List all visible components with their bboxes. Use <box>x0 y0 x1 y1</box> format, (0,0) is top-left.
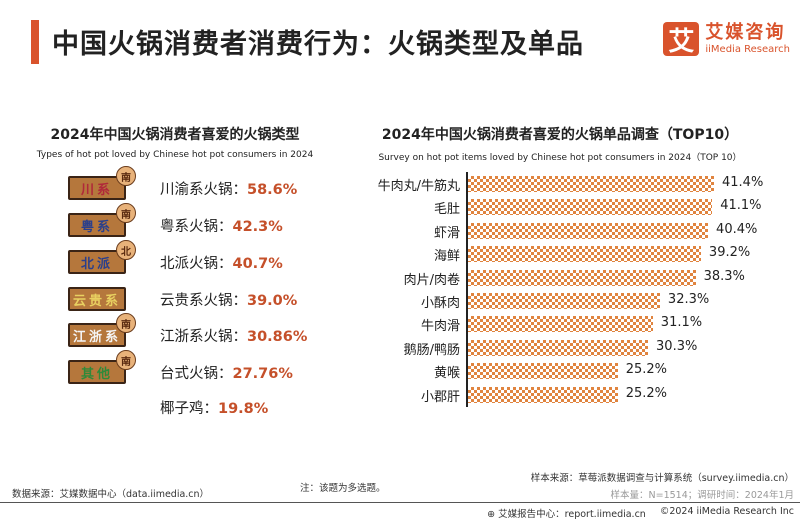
type-value: 40.7% <box>232 255 283 272</box>
bar <box>468 246 701 263</box>
report-link[interactable]: 艾媒报告中心：report.iimedia.cn <box>498 509 646 520</box>
type-item: 北派北北派火锅：40.7% <box>68 240 283 277</box>
sign-text: 川系 <box>80 182 113 198</box>
bar-value-label: 41.1% <box>720 198 762 214</box>
bar-value-label: 31.1% <box>660 315 703 331</box>
footer-divider <box>0 502 800 503</box>
region-badge: 北 <box>116 240 136 260</box>
sample-info: 样本量：N=1514；调研时间：2024年1月 <box>610 490 794 501</box>
sign-text: 粤系 <box>80 219 113 235</box>
bar-label: 鹅肠/鸭肠 <box>403 342 460 358</box>
bar-value-label: 38.3% <box>703 268 745 284</box>
sign-image: 北派北 <box>68 240 136 274</box>
bar-value-label: 39.2% <box>708 245 751 261</box>
type-item: 其他南台式火锅：27.76% <box>68 350 293 387</box>
bar-value-label: 30.3% <box>656 338 698 354</box>
data-source: 数据来源：艾媒数据中心（data.iimedia.cn） <box>12 489 210 500</box>
bar-value-label: 40.4% <box>716 221 758 237</box>
region-badge: 南 <box>116 313 136 333</box>
sample-source: 样本来源：草莓派数据调查与计算系统（survey.iimedia.cn） <box>530 473 794 484</box>
type-value: 27.76% <box>232 365 293 382</box>
page-title: 中国火锅消费者消费行为：火锅类型及单品 <box>52 29 584 60</box>
chart-title: 2024年中国火锅消费者喜爱的火锅单品调查（TOP10） <box>381 127 739 143</box>
logo-en: iiMedia Research <box>705 43 790 55</box>
type-text: 江浙系火锅：30.86% <box>160 325 307 346</box>
copyright: ©2024 iiMedia Research Inc <box>659 506 794 517</box>
bar-label: 肉片/肉卷 <box>403 272 460 288</box>
type-text: 川渝系火锅：58.6% <box>160 178 297 199</box>
sign-image: 云贵系 <box>68 287 126 311</box>
bar-value-label: 25.2% <box>625 385 668 401</box>
type-value: 30.86% <box>247 328 308 345</box>
region-badge: 南 <box>116 203 136 223</box>
left-subtitle: Types of hot pot loved by Chinese hot po… <box>36 150 314 160</box>
sign-image: 粤系南 <box>68 203 136 237</box>
bar <box>468 316 653 333</box>
bar-label: 小酥肉 <box>420 296 460 311</box>
bar-label: 小郡肝 <box>420 389 460 405</box>
bar-label: 牛肉丸/牛筋丸 <box>377 179 460 194</box>
title-accent-bar <box>31 20 39 64</box>
type-text: 粤系火锅：42.3% <box>160 215 283 236</box>
footer-bottom-row: ⊕ 艾媒报告中心：report.iimedia.cn ©2024 iiMedia… <box>487 506 794 520</box>
type-item: 江浙系南江浙系火锅：30.86% <box>68 313 307 350</box>
type-value: 58.6% <box>247 181 298 198</box>
bar <box>468 269 696 286</box>
logo-mark: 艾 <box>663 22 700 57</box>
bar <box>468 176 714 192</box>
type-item: 川系南川渝系火锅：58.6% <box>68 166 297 203</box>
left-title: 2024年中国火锅消费者喜爱的火锅类型 <box>50 127 300 143</box>
bar-label: 海鲜 <box>433 249 460 265</box>
sign-text: 云贵系 <box>72 293 121 309</box>
type-label: 台式火锅： <box>160 365 233 382</box>
bar <box>468 386 618 403</box>
bar-value-label: 41.4% <box>722 175 764 190</box>
sign-text: 北派 <box>80 256 113 272</box>
type-text: 云贵系火锅：39.0% <box>160 289 297 310</box>
sign-image: 其他南 <box>68 350 136 384</box>
sign-text: 其他 <box>80 366 113 382</box>
type-value: 19.8% <box>218 400 269 417</box>
bar <box>468 339 649 356</box>
type-label: 粤系火锅： <box>160 218 233 235</box>
chart-axis <box>466 172 468 407</box>
type-text: 椰子鸡：19.8% <box>160 397 268 418</box>
sign-image: 川系南 <box>68 166 136 200</box>
bar-value-label: 32.3% <box>667 292 710 307</box>
type-label: 北派火锅： <box>160 255 233 272</box>
sign-text: 江浙系 <box>72 329 121 345</box>
note: 注：该题为多选题。 <box>300 483 386 494</box>
type-label: 云贵系火锅： <box>160 292 247 309</box>
type-label: 川渝系火锅： <box>160 181 247 198</box>
chart-subtitle: Survey on hot pot items loved by Chinese… <box>378 153 742 163</box>
bar-label: 虾滑 <box>433 225 460 241</box>
type-label: 江浙系火锅： <box>160 328 247 345</box>
type-item: 粤系南粤系火锅：42.3% <box>68 203 283 240</box>
logo-cn: 艾媒咨询 <box>705 21 786 43</box>
bar-label: 牛肉滑 <box>420 319 460 335</box>
bar <box>468 293 660 309</box>
bar <box>468 363 618 380</box>
region-badge: 南 <box>116 166 136 186</box>
report-center: ⊕ 艾媒报告中心：report.iimedia.cn <box>487 506 646 520</box>
type-item: 云贵系 云贵系火锅：39.0% <box>68 284 297 314</box>
type-text: 台式火锅：27.76% <box>160 362 293 383</box>
type-value: 42.3% <box>232 218 283 235</box>
bar-label: 毛肚 <box>433 202 460 218</box>
bar-value-label: 25.2% <box>625 362 668 378</box>
logo: 艾 艾媒咨询 iiMedia Research <box>663 21 790 57</box>
region-badge: 南 <box>116 350 136 370</box>
globe-icon: ⊕ <box>487 509 499 520</box>
bar-label: 黄喉 <box>433 366 460 382</box>
bar <box>468 199 713 216</box>
type-value: 39.0% <box>247 292 298 309</box>
sign-image: 江浙系南 <box>68 313 136 347</box>
type-label: 椰子鸡： <box>160 400 218 417</box>
bar <box>468 222 709 239</box>
type-text: 北派火锅：40.7% <box>160 252 283 273</box>
